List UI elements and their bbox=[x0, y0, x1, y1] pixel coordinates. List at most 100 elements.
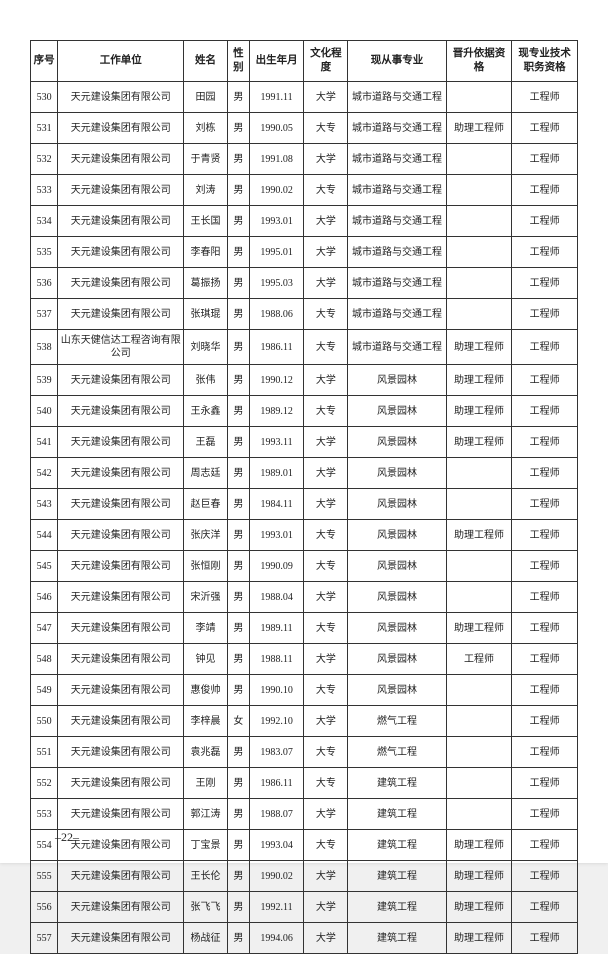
cell-sex: 女 bbox=[227, 706, 249, 737]
cell-birth: 1993.04 bbox=[249, 830, 304, 861]
table-row: 543天元建设集团有限公司赵巨春男1984.11大学风景园林工程师 bbox=[31, 489, 578, 520]
cell-seq: 551 bbox=[31, 737, 58, 768]
cell-qual: 工程师 bbox=[512, 923, 578, 954]
cell-qual: 工程师 bbox=[512, 861, 578, 892]
cell-unit: 天元建设集团有限公司 bbox=[58, 675, 184, 706]
cell-major: 风景园林 bbox=[348, 365, 446, 396]
cell-major: 燃气工程 bbox=[348, 737, 446, 768]
cell-birth: 1994.06 bbox=[249, 923, 304, 954]
cell-sex: 男 bbox=[227, 365, 249, 396]
cell-birth: 1991.08 bbox=[249, 144, 304, 175]
cell-birth: 1989.12 bbox=[249, 396, 304, 427]
cell-unit: 天元建设集团有限公司 bbox=[58, 458, 184, 489]
col-basis-header: 晋升依据资格 bbox=[446, 41, 512, 82]
cell-sex: 男 bbox=[227, 458, 249, 489]
cell-unit: 天元建设集团有限公司 bbox=[58, 861, 184, 892]
cell-seq: 554 bbox=[31, 830, 58, 861]
cell-unit: 天元建设集团有限公司 bbox=[58, 396, 184, 427]
cell-qual: 工程师 bbox=[512, 396, 578, 427]
cell-seq: 539 bbox=[31, 365, 58, 396]
table-row: 550天元建设集团有限公司李梓晨女1992.10大学燃气工程工程师 bbox=[31, 706, 578, 737]
cell-major: 风景园林 bbox=[348, 489, 446, 520]
table-row: 532天元建设集团有限公司于青贤男1991.08大学城市道路与交通工程工程师 bbox=[31, 144, 578, 175]
cell-unit: 天元建设集团有限公司 bbox=[58, 144, 184, 175]
table-row: 537天元建设集团有限公司张琪琨男1988.06大专城市道路与交通工程工程师 bbox=[31, 299, 578, 330]
cell-sex: 男 bbox=[227, 268, 249, 299]
cell-major: 建筑工程 bbox=[348, 830, 446, 861]
cell-qual: 工程师 bbox=[512, 427, 578, 458]
cell-seq: 550 bbox=[31, 706, 58, 737]
cell-birth: 1988.06 bbox=[249, 299, 304, 330]
cell-basis: 助理工程师 bbox=[446, 365, 512, 396]
cell-seq: 532 bbox=[31, 144, 58, 175]
cell-seq: 538 bbox=[31, 330, 58, 365]
cell-basis: 助理工程师 bbox=[446, 396, 512, 427]
cell-seq: 530 bbox=[31, 82, 58, 113]
cell-unit: 天元建设集团有限公司 bbox=[58, 706, 184, 737]
cell-edu: 大专 bbox=[304, 299, 348, 330]
cell-sex: 男 bbox=[227, 892, 249, 923]
cell-basis: 助理工程师 bbox=[446, 923, 512, 954]
cell-qual: 工程师 bbox=[512, 144, 578, 175]
cell-name: 郭江涛 bbox=[184, 799, 228, 830]
cell-seq: 535 bbox=[31, 237, 58, 268]
table-row: 541天元建设集团有限公司王磊男1993.11大学风景园林助理工程师工程师 bbox=[31, 427, 578, 458]
cell-major: 城市道路与交通工程 bbox=[348, 268, 446, 299]
cell-sex: 男 bbox=[227, 861, 249, 892]
cell-unit: 天元建设集团有限公司 bbox=[58, 175, 184, 206]
table-row: 546天元建设集团有限公司宋沂强男1988.04大学风景园林工程师 bbox=[31, 582, 578, 613]
cell-birth: 1990.09 bbox=[249, 551, 304, 582]
cell-major: 燃气工程 bbox=[348, 706, 446, 737]
table-row: 538山东天健信达工程咨询有限公司刘晓华男1986.11大专城市道路与交通工程助… bbox=[31, 330, 578, 365]
col-unit-header: 工作单位 bbox=[58, 41, 184, 82]
cell-seq: 548 bbox=[31, 644, 58, 675]
cell-unit: 天元建设集团有限公司 bbox=[58, 299, 184, 330]
cell-seq: 534 bbox=[31, 206, 58, 237]
cell-edu: 大学 bbox=[304, 861, 348, 892]
cell-name: 李梓晨 bbox=[184, 706, 228, 737]
cell-birth: 1993.01 bbox=[249, 520, 304, 551]
cell-qual: 工程师 bbox=[512, 613, 578, 644]
cell-birth: 1984.11 bbox=[249, 489, 304, 520]
cell-unit: 天元建设集团有限公司 bbox=[58, 268, 184, 299]
cell-unit: 天元建设集团有限公司 bbox=[58, 613, 184, 644]
cell-qual: 工程师 bbox=[512, 489, 578, 520]
cell-birth: 1989.11 bbox=[249, 613, 304, 644]
cell-major: 建筑工程 bbox=[348, 799, 446, 830]
cell-name: 葛振扬 bbox=[184, 268, 228, 299]
cell-qual: 工程师 bbox=[512, 82, 578, 113]
table-row: 545天元建设集团有限公司张恒刚男1990.09大专风景园林工程师 bbox=[31, 551, 578, 582]
cell-birth: 1995.03 bbox=[249, 268, 304, 299]
cell-edu: 大学 bbox=[304, 427, 348, 458]
cell-edu: 大专 bbox=[304, 830, 348, 861]
table-row: 536天元建设集团有限公司葛振扬男1995.03大学城市道路与交通工程工程师 bbox=[31, 268, 578, 299]
cell-birth: 1991.11 bbox=[249, 82, 304, 113]
cell-name: 张恒刚 bbox=[184, 551, 228, 582]
cell-major: 风景园林 bbox=[348, 427, 446, 458]
cell-seq: 547 bbox=[31, 613, 58, 644]
cell-birth: 1986.11 bbox=[249, 768, 304, 799]
cell-sex: 男 bbox=[227, 830, 249, 861]
cell-basis bbox=[446, 268, 512, 299]
cell-qual: 工程师 bbox=[512, 830, 578, 861]
cell-qual: 工程师 bbox=[512, 458, 578, 489]
cell-birth: 1988.11 bbox=[249, 644, 304, 675]
col-birth-header: 出生年月 bbox=[249, 41, 304, 82]
cell-sex: 男 bbox=[227, 113, 249, 144]
cell-major: 风景园林 bbox=[348, 582, 446, 613]
cell-birth: 1986.11 bbox=[249, 330, 304, 365]
cell-major: 风景园林 bbox=[348, 644, 446, 675]
cell-seq: 552 bbox=[31, 768, 58, 799]
cell-basis bbox=[446, 706, 512, 737]
table-row: 530天元建设集团有限公司田园男1991.11大学城市道路与交通工程工程师 bbox=[31, 82, 578, 113]
table-row: 555天元建设集团有限公司王长伦男1990.02大学建筑工程助理工程师工程师 bbox=[31, 861, 578, 892]
table-row: 552天元建设集团有限公司王刚男1986.11大专建筑工程工程师 bbox=[31, 768, 578, 799]
cell-sex: 男 bbox=[227, 768, 249, 799]
cell-basis bbox=[446, 175, 512, 206]
table-row: 557天元建设集团有限公司杨战征男1994.06大学建筑工程助理工程师工程师 bbox=[31, 923, 578, 954]
cell-birth: 1990.02 bbox=[249, 861, 304, 892]
cell-qual: 工程师 bbox=[512, 582, 578, 613]
cell-sex: 男 bbox=[227, 427, 249, 458]
cell-name: 张伟 bbox=[184, 365, 228, 396]
cell-basis bbox=[446, 458, 512, 489]
